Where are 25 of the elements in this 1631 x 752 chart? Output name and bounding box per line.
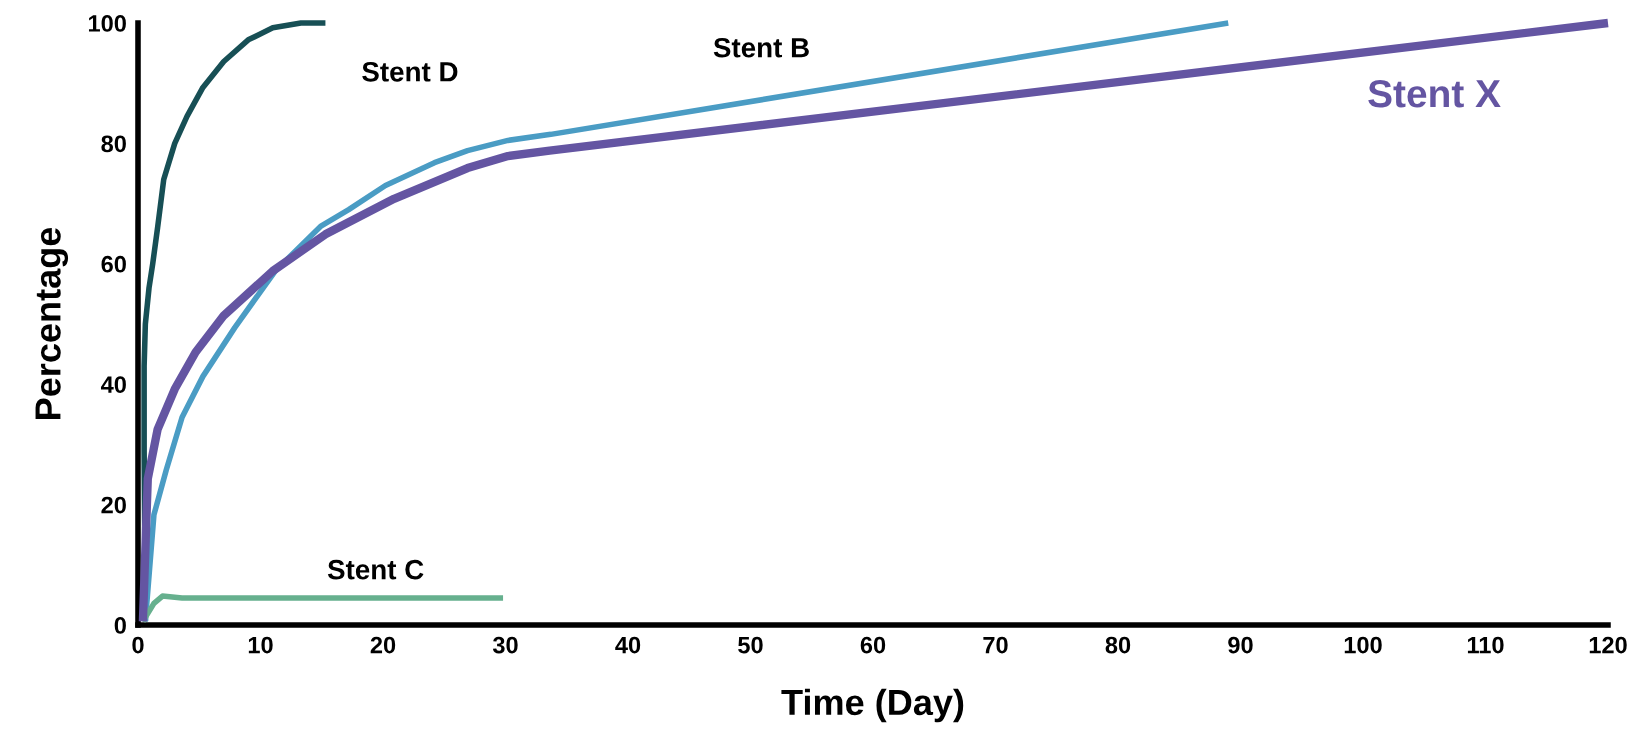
series-label: Stent D — [362, 61, 458, 82]
y-tick-label: 20 — [101, 496, 126, 514]
y-tick-label: 0 — [114, 617, 126, 634]
x-tick-label: 110 — [1467, 636, 1504, 654]
x-tick-label: 40 — [615, 636, 641, 654]
y-tick-label: 40 — [100, 376, 126, 393]
x-tick-label: 10 — [248, 636, 273, 654]
x-tick-label: 60 — [860, 636, 886, 654]
x-tick-label: 100 — [1344, 636, 1382, 654]
x-axis-title: Time (Day) — [781, 688, 964, 723]
series-label: Stent C — [327, 559, 424, 580]
x-tick-label: 120 — [1589, 636, 1627, 654]
x-tick-label: 80 — [1105, 636, 1131, 654]
x-tick-label: 30 — [492, 636, 518, 654]
x-tick-label: 90 — [1228, 636, 1253, 654]
series-label: Stent B — [713, 37, 809, 58]
series-label: Stent X — [1368, 79, 1501, 108]
y-tick-label: 100 — [88, 15, 126, 32]
y-axis-title: Percentage — [35, 227, 69, 419]
x-tick-label: 70 — [983, 636, 1008, 654]
y-tick-label: 80 — [101, 135, 126, 153]
x-tick-label: 50 — [738, 636, 763, 654]
x-tick-label: 0 — [132, 636, 144, 654]
x-tick-label: 20 — [370, 636, 396, 654]
y-tick-label: 60 — [101, 255, 126, 273]
